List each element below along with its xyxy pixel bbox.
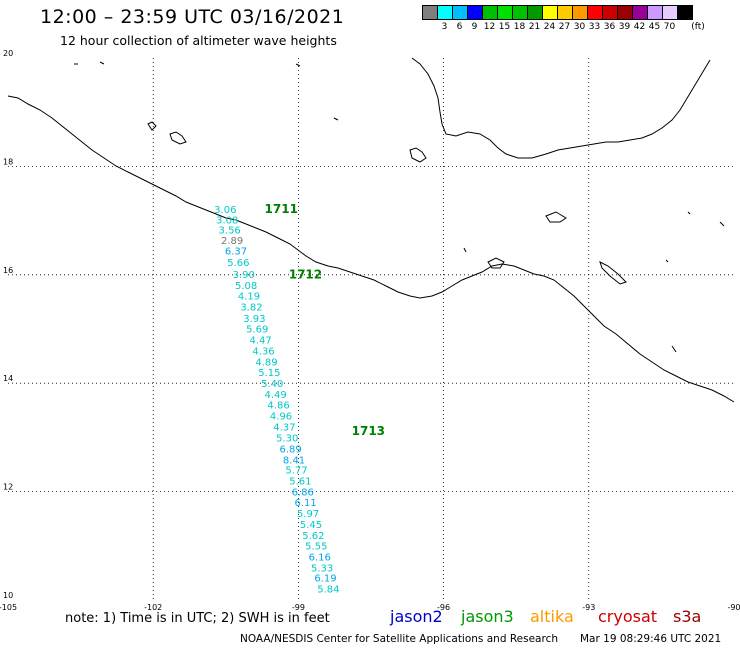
wave-height-label: 4.36 — [252, 346, 274, 357]
wave-height-label: 5.97 — [297, 509, 319, 520]
wave-height-label: 6.19 — [314, 574, 336, 585]
legend-label: 36 — [603, 22, 616, 32]
wave-height-label: 5.66 — [227, 258, 249, 269]
wave-height-label: 4.89 — [255, 357, 277, 368]
wave-height-label: 6.89 — [280, 445, 302, 456]
wave-height-label: 5.55 — [305, 542, 327, 553]
wave-height-label: 5.40 — [261, 379, 283, 390]
legend-label: 42 — [633, 22, 646, 32]
legend-label: 12 — [483, 22, 496, 32]
laguna-gulf — [545, 211, 567, 223]
legend-label: 3 — [441, 22, 448, 32]
lon-tick-label: -102 — [144, 603, 162, 612]
footer-credit: NOAA/NESDIS Center for Satellite Applica… — [240, 633, 721, 645]
satellite-jason3: jason3 — [461, 607, 514, 626]
legend-label: 33 — [588, 22, 601, 32]
wave-height-label: 3.82 — [240, 303, 262, 314]
lat-tick-label: 20 — [3, 49, 13, 58]
legend-label: 15 — [498, 22, 511, 32]
wave-height-label: 2.89 — [221, 236, 243, 247]
wave-height-label: 5.45 — [300, 520, 322, 531]
observations-layer: 3.063.083.562.896.375.663.905.084.193.82… — [214, 205, 339, 595]
wave-height-label: 4.37 — [273, 422, 295, 433]
track-time-label: 1712 — [289, 268, 322, 282]
lat-tick-label: 12 — [3, 483, 13, 492]
footer-note: note: 1) Time is in UTC; 2) SWH is in fe… — [65, 611, 330, 626]
satellite-s3a: s3a — [673, 607, 702, 626]
wave-height-label: 6.86 — [292, 487, 314, 498]
page-title: 12:00 – 23:59 UTC 03/16/2021 — [40, 6, 345, 28]
wave-height-label: 5.15 — [258, 368, 280, 379]
legend-label: 45 — [648, 22, 661, 32]
legend-label: 39 — [618, 22, 631, 32]
satellite-cryosat: cryosat — [598, 607, 658, 626]
laguna-chiapas — [599, 261, 627, 285]
wave-height-label: 6.16 — [309, 552, 331, 563]
lon-tick-label: -90 — [727, 603, 740, 612]
island-gulf — [409, 147, 427, 163]
credit-text: NOAA/NESDIS Center for Satellite Applica… — [240, 633, 558, 645]
wave-height-label: 5.69 — [246, 324, 268, 335]
coastline — [7, 57, 735, 403]
legend-label: 70 — [663, 22, 676, 32]
page-subtitle: 12 hour collection of altimeter wave hei… — [60, 33, 337, 48]
wave-height-label: 3.93 — [243, 314, 265, 325]
lon-tick-label: -99 — [292, 603, 305, 612]
wave-height-label: 8.41 — [283, 455, 305, 466]
legend-label: 21 — [528, 22, 541, 32]
track-time-label: 1711 — [265, 202, 298, 216]
wave-height-label: 3.90 — [233, 270, 255, 281]
coastline-pacific-mainland — [7, 95, 735, 403]
wave-height-label: 5.30 — [276, 434, 298, 445]
wave-height-label: 4.19 — [238, 292, 260, 303]
lon-tick-label: -96 — [437, 603, 450, 612]
satellite-jason2: jason2 — [390, 607, 443, 626]
satellite-altika: altika — [530, 607, 574, 626]
wave-height-label: 5.77 — [285, 466, 307, 477]
wave-height-label: 5.84 — [317, 584, 339, 595]
wave-height-label: 3.08 — [216, 215, 238, 226]
wave-height-label: 4.96 — [270, 412, 292, 423]
coastline-bits-north — [74, 61, 725, 353]
legend-unit: (ft) — [691, 22, 705, 32]
legend-swatch — [677, 5, 693, 20]
wave-height-label: 6.37 — [225, 247, 247, 258]
lon-tick-label: -93 — [582, 603, 595, 612]
lat-tick-label: 14 — [3, 374, 13, 383]
lon-tick-label: -105 — [0, 603, 17, 612]
wave-height-label: 5.62 — [302, 531, 324, 542]
legend-label: 27 — [558, 22, 571, 32]
wave-height-label: 3.06 — [214, 205, 236, 216]
generated-timestamp: Mar 19 08:29:46 UTC 2021 — [580, 633, 722, 645]
lat-tick-label: 16 — [3, 266, 13, 275]
lat-tick-label: 18 — [3, 157, 13, 166]
legend-label: 24 — [543, 22, 556, 32]
legend-label: 6 — [456, 22, 463, 32]
lake-oaxaca — [487, 257, 505, 269]
wave-height-label: 4.86 — [267, 401, 289, 412]
wave-height-label: 3.56 — [219, 226, 241, 237]
legend-label: 30 — [573, 22, 586, 32]
lat-lon-grid: -105 -102 -99 -96 -93 -90 20 18 16 14 12 10 — [0, 49, 740, 612]
islands-marias — [147, 121, 187, 145]
wave-height-label: 4.47 — [250, 336, 272, 347]
legend-labels: 3 6 9 12 15 18 21 24 27 30 33 36 39 42 45 70 (ft) — [422, 22, 740, 34]
track-time-label: 1713 — [352, 424, 385, 438]
wave-height-label: 5.08 — [235, 281, 257, 292]
track-times-layer: 1711 1712 1713 — [265, 202, 386, 438]
legend-color-bar — [422, 5, 693, 20]
wave-height-label: 5.61 — [289, 477, 311, 488]
wave-height-label: 5.33 — [311, 563, 333, 574]
legend-label: 18 — [513, 22, 526, 32]
wave-height-label: 6.11 — [295, 498, 317, 509]
legend-label: 9 — [471, 22, 478, 32]
coastline-gulf-of-mexico — [411, 57, 711, 159]
wave-height-label: 4.49 — [265, 390, 287, 401]
lat-tick-label: 10 — [3, 591, 13, 600]
